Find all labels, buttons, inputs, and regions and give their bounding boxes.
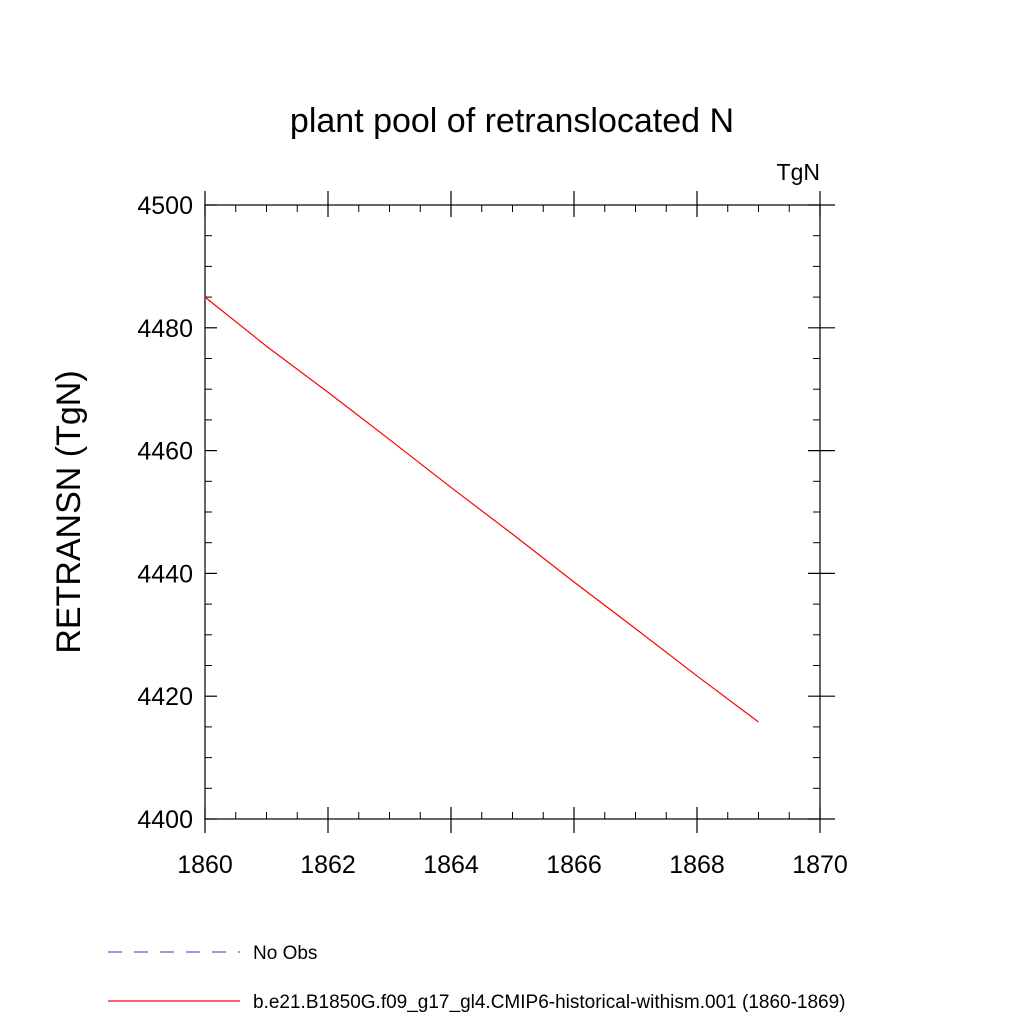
y-tick-label: 4400 — [137, 806, 193, 834]
chart-title: plant pool of retranslocated N — [290, 102, 734, 140]
x-tick-label: 1866 — [546, 851, 602, 879]
y-tick-label: 4500 — [137, 192, 193, 220]
y-tick-label: 4460 — [137, 438, 193, 466]
x-tick-label: 1860 — [177, 851, 233, 879]
legend-label-0: No Obs — [253, 943, 317, 964]
plot-frame — [204, 204, 821, 820]
x-tick-label: 1868 — [669, 851, 725, 879]
x-tick-label: 1864 — [423, 851, 479, 879]
x-tick-label: 1862 — [300, 851, 356, 879]
x-tick-label: 1870 — [792, 851, 848, 879]
units-label: TgN — [777, 159, 820, 185]
plot-area: 1860 1862 1864 1866 1868 1870 4400 4420 4440 4460… — [137, 191, 848, 879]
y-tick-label: 4440 — [137, 560, 193, 588]
series-line-1 — [204, 296, 759, 723]
legend: No Obs b.e21.B1850G.f09_g17_gl4.CMIP6-his… — [108, 943, 846, 1013]
y-tick-label: 4420 — [137, 683, 193, 711]
y-tick-label: 4480 — [137, 315, 193, 343]
y-axis-label: RETRANSN (TgN) — [50, 370, 88, 653]
legend-label-1: b.e21.B1850G.f09_g17_gl4.CMIP6-historica… — [253, 992, 846, 1013]
